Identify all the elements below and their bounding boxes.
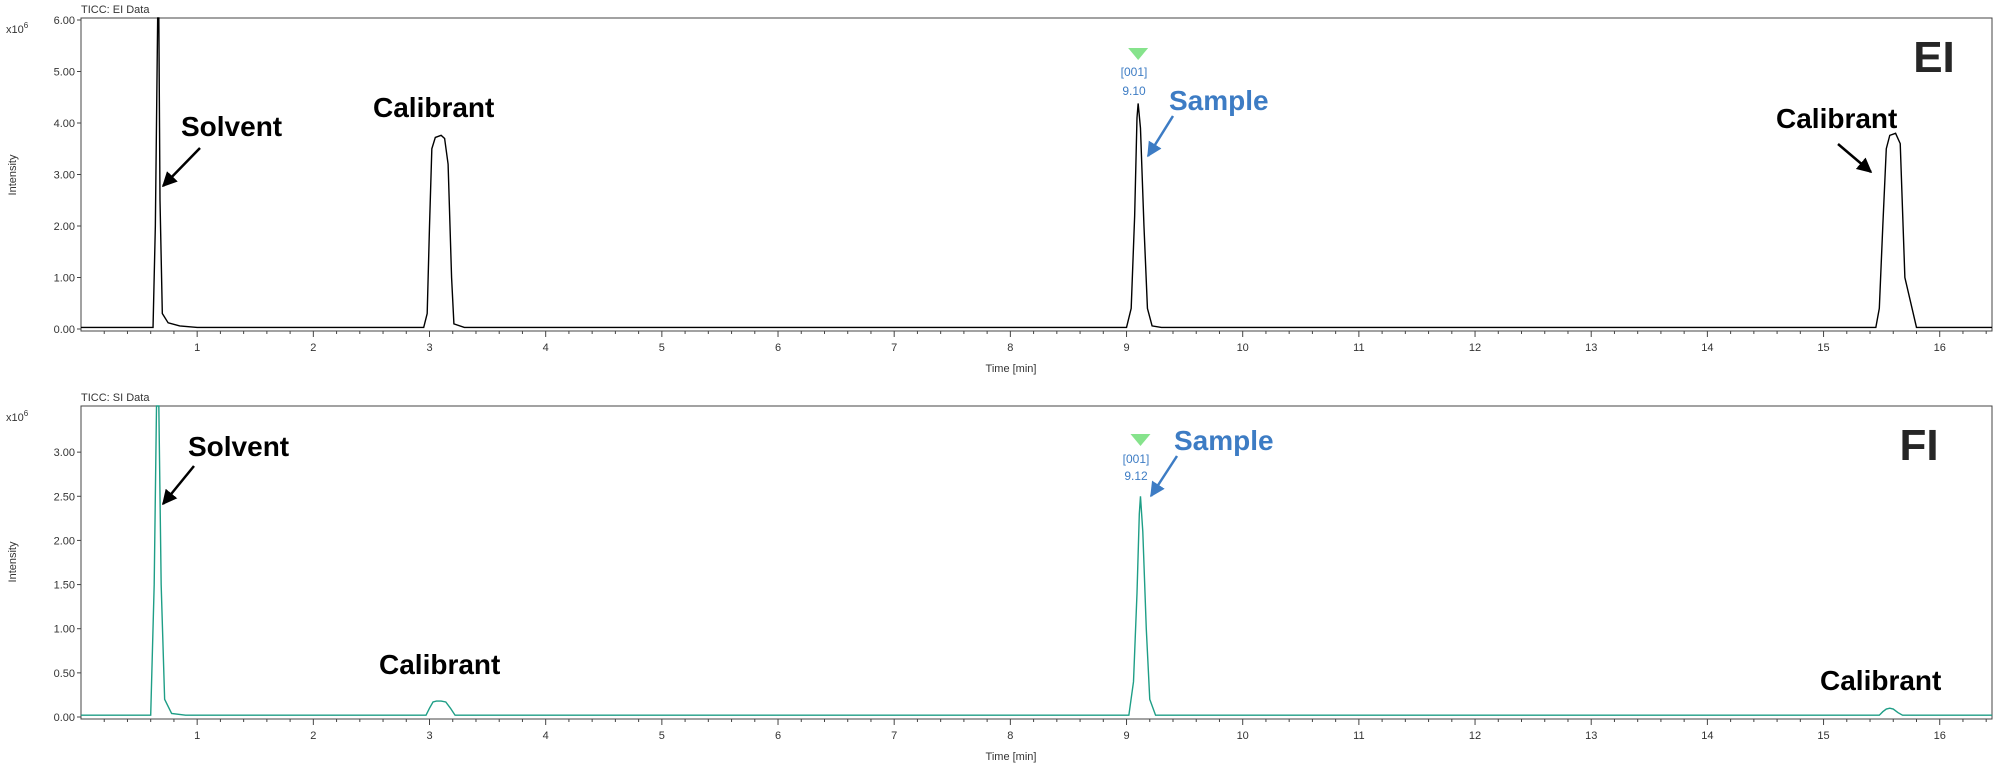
- x-tick-label: 8: [1007, 730, 1013, 742]
- x-tick-label: 16: [1934, 730, 1946, 742]
- ei-solvent-arrow: [161, 147, 201, 188]
- x-tick-label: 3: [426, 342, 432, 354]
- x-tick-label: 3: [426, 730, 432, 742]
- y-tick-label: 1.50: [54, 580, 75, 592]
- fi-y-axis-label: Intensity: [7, 541, 19, 582]
- x-tick-label: 11: [1353, 730, 1364, 742]
- fi-plot-frame: [80, 405, 1993, 720]
- x-tick-label: 2: [310, 342, 316, 354]
- fi-chromatogram-trace: [81, 405, 1992, 716]
- ei-y-ticks: 0.00 1.00 2.00 3.00 4.00 5.00 6.00: [54, 15, 81, 336]
- ei-sample-arrow: [1146, 115, 1175, 158]
- fi-peak-rt: 9.12: [1124, 469, 1148, 483]
- ei-calibrant-label-1: Calibrant: [373, 92, 494, 123]
- y-tick-label: 2.00: [54, 221, 75, 233]
- fi-panel: TICC: SI Data x106 Intensity 0.00 0.50 1.0…: [6, 392, 1993, 763]
- ei-peak-marker: [1128, 48, 1149, 60]
- x-tick-label: 1: [194, 730, 200, 742]
- fi-panel-header: TICC: SI Data: [81, 392, 150, 404]
- y-tick-label: 6.00: [54, 15, 75, 27]
- y-tick-label: 0.50: [54, 668, 75, 680]
- x-tick-label: 6: [775, 342, 781, 354]
- ei-solvent-label: Solvent: [181, 111, 282, 142]
- y-tick-label: 0.00: [54, 712, 75, 724]
- ei-calibrant-arrow: [1837, 143, 1873, 173]
- x-tick-label: 13: [1585, 730, 1597, 742]
- ei-x-ticks: 1 2 3 4 5 6 7 8 9 10 11 12 13 14 15 16: [103, 331, 1987, 354]
- fi-calibrant-label-2: Calibrant: [1820, 665, 1941, 696]
- x-tick-label: 9: [1123, 730, 1129, 742]
- x-tick-label: 14: [1701, 342, 1713, 354]
- fi-calibrant-label-1: Calibrant: [379, 649, 500, 680]
- x-tick-label: 1: [194, 342, 200, 354]
- fi-x-axis-label: Time [min]: [986, 751, 1037, 763]
- y-tick-label: 0.00: [54, 324, 75, 336]
- x-tick-label: 5: [659, 342, 665, 354]
- ei-panel: TICC: EI Data x106 Intensity 0.00 1.00 2.0…: [6, 4, 1993, 375]
- fi-multiplier: x106: [6, 409, 29, 424]
- x-tick-label: 13: [1585, 342, 1597, 354]
- y-tick-label: 2.50: [54, 491, 75, 503]
- ei-peak-rt: 9.10: [1122, 84, 1146, 98]
- ei-x-axis-label: Time [min]: [986, 363, 1037, 375]
- ei-chromatogram-trace: [81, 17, 1992, 329]
- ei-peak-id: [001]: [1121, 65, 1148, 79]
- y-tick-label: 1.00: [54, 624, 75, 636]
- fi-x-ticks: 1 2 3 4 5 6 7 8 9 10 11 12 13 14 15 16: [103, 719, 1987, 742]
- ei-y-axis-label: Intensity: [7, 154, 19, 195]
- fi-solvent-label: Solvent: [188, 431, 289, 462]
- ei-panel-header: TICC: EI Data: [81, 4, 150, 16]
- fi-y-ticks: 0.00 0.50 1.00 1.50 2.00 2.50 3.00: [54, 447, 81, 724]
- x-tick-label: 10: [1237, 730, 1249, 742]
- x-tick-label: 9: [1123, 342, 1129, 354]
- x-tick-label: 12: [1469, 342, 1481, 354]
- ei-calibrant-label-2: Calibrant: [1776, 103, 1897, 134]
- fi-peak-id: [001]: [1123, 452, 1150, 466]
- fi-peak-marker: [1130, 434, 1151, 446]
- ei-sample-label: Sample: [1169, 85, 1269, 116]
- x-tick-label: 7: [891, 342, 897, 354]
- x-tick-label: 12: [1469, 730, 1481, 742]
- x-tick-label: 4: [543, 730, 549, 742]
- ei-plot-frame: [80, 17, 1993, 332]
- fi-solvent-arrow: [162, 465, 195, 506]
- x-tick-label: 2: [310, 730, 316, 742]
- ei-mode-label: EI: [1913, 33, 1955, 82]
- x-tick-label: 10: [1237, 342, 1249, 354]
- x-tick-label: 7: [891, 730, 897, 742]
- fi-sample-arrow: [1149, 455, 1179, 498]
- x-tick-label: 8: [1007, 342, 1013, 354]
- x-tick-label: 14: [1701, 730, 1713, 742]
- y-tick-label: 1.00: [54, 273, 75, 285]
- y-tick-label: 2.00: [54, 535, 75, 547]
- x-tick-label: 15: [1817, 342, 1829, 354]
- fi-mode-label: FI: [1899, 421, 1938, 470]
- x-tick-label: 11: [1353, 342, 1364, 354]
- ei-multiplier: x106: [6, 21, 29, 36]
- fi-sample-label: Sample: [1174, 425, 1274, 456]
- x-tick-label: 16: [1934, 342, 1946, 354]
- y-tick-label: 3.00: [54, 447, 75, 459]
- x-tick-label: 15: [1817, 730, 1829, 742]
- y-tick-label: 5.00: [54, 67, 75, 79]
- x-tick-label: 5: [659, 730, 665, 742]
- x-tick-label: 6: [775, 730, 781, 742]
- y-tick-label: 4.00: [54, 118, 75, 130]
- x-tick-label: 4: [543, 342, 549, 354]
- y-tick-label: 3.00: [54, 170, 75, 182]
